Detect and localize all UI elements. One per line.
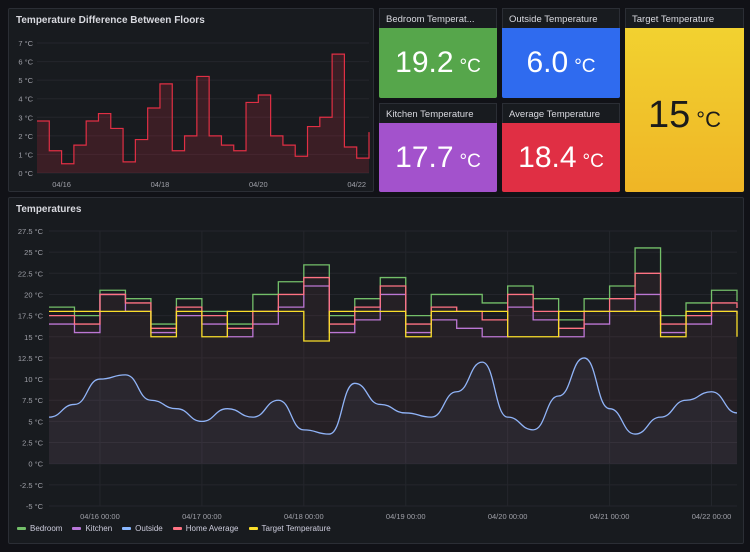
diff-y-tick-label: 4 °C (18, 95, 33, 104)
outside-stat-titlebar: Outside Temperature (502, 8, 620, 28)
kitchen-stat-panel[interactable]: Kitchen Temperature 17.7 °C (379, 103, 497, 192)
outside-stat-value-row: 6.0 °C (502, 46, 620, 80)
kitchen-stat-title: Kitchen Temperature (386, 109, 474, 120)
temps-area (49, 357, 737, 464)
temps-y-tick-label: 25 °C (24, 248, 43, 257)
diff-panel-title: Temperature Difference Between Floors (16, 15, 205, 26)
legend-label: Kitchen (85, 524, 113, 533)
legend-label: Outside (135, 524, 163, 533)
temperatures-panel[interactable]: Temperatures 27.5 °C 25 °C 22.5 °C 20 °C 17.… (8, 197, 744, 544)
bedroom-stat-value: 19.2 (395, 46, 454, 79)
outside-stat-panel[interactable]: Outside Temperature 6.0 °C (502, 8, 620, 98)
temps-y-tick-label: 5 °C (28, 417, 43, 426)
bedroom-stat-panel[interactable]: Bedroom Temperat... 19.2 °C (379, 8, 497, 98)
legend-item-kitchen[interactable]: Kitchen (72, 524, 112, 533)
diff-area (37, 54, 369, 174)
outside-stat-value: 6.0 (526, 46, 569, 79)
temps-y-tick-label: 15 °C (24, 333, 43, 342)
legend-swatch (248, 527, 258, 530)
diff-x-tick-label: 04/16 (52, 180, 71, 189)
diff-x-tick-label: 04/18 (151, 180, 170, 189)
legend-item-bedroom[interactable]: Bedroom (17, 524, 62, 533)
average-stat-titlebar: Average Temperature (502, 103, 620, 123)
legend-item-home-average[interactable]: Home Average (172, 524, 239, 533)
bedroom-stat-unit: °C (459, 56, 481, 77)
outside-stat-unit: °C (574, 56, 596, 77)
diff-chart[interactable]: 7 °C 6 °C 5 °C 4 °C 3 °C 2 °C 1 °C 0 °C 04/16 04/… (9, 9, 375, 193)
kitchen-stat-value-row: 17.7 °C (379, 141, 497, 175)
legend-label: Target Temperature (261, 524, 331, 533)
bedroom-stat-titlebar: Bedroom Temperat... (379, 8, 497, 28)
diff-y-tick-label: 3 °C (18, 113, 33, 122)
legend-item-outside[interactable]: Outside (122, 524, 163, 533)
legend-swatch (122, 527, 132, 530)
target-stat-panel[interactable]: Target Temperature 15 °C (625, 8, 744, 192)
temps-y-tick-label: -2.5 °C (20, 481, 44, 490)
temps-y-tick-label: 12.5 °C (18, 354, 44, 363)
temps-y-tick-label: -5 °C (26, 502, 44, 511)
diff-y-tick-label: 6 °C (18, 58, 33, 67)
target-stat-title: Target Temperature (632, 14, 715, 25)
temperatures-legend: Bedroom Kitchen Outside Home Average Tar… (17, 524, 331, 533)
legend-swatch (172, 527, 182, 530)
target-stat-value: 15 (648, 94, 691, 136)
bedroom-stat-title: Bedroom Temperat... (386, 14, 475, 25)
kitchen-stat-titlebar: Kitchen Temperature (379, 103, 497, 123)
target-stat-titlebar: Target Temperature (625, 8, 744, 28)
temps-y-tick-label: 20 °C (24, 290, 43, 299)
diff-x-tick-label: 04/20 (249, 180, 268, 189)
target-stat-value-row: 15 °C (625, 94, 744, 137)
average-stat-title: Average Temperature (509, 109, 601, 120)
temps-series-line (49, 310, 738, 342)
average-stat-value: 18.4 (518, 141, 577, 174)
diff-y-tick-label: 2 °C (18, 132, 33, 141)
outside-stat-title: Outside Temperature (509, 14, 598, 25)
temperatures-chart[interactable]: 27.5 °C 25 °C 22.5 °C 20 °C 17.5 °C 15 °C 12.5… (9, 198, 745, 545)
temps-y-tick-label: 17.5 °C (18, 312, 44, 321)
average-stat-value-row: 18.4 °C (502, 141, 620, 175)
bedroom-stat-value-row: 19.2 °C (379, 46, 497, 80)
temperatures-panel-title: Temperatures (16, 204, 82, 215)
temps-x-tick-label: 04/21 00:00 (590, 512, 630, 521)
temps-y-tick-label: 0 °C (28, 460, 43, 469)
temps-y-tick-label: 22.5 °C (18, 269, 44, 278)
temps-x-tick-label: 04/16 00:00 (80, 512, 120, 521)
diff-panel[interactable]: Temperature Difference Between Floors 7 … (8, 8, 374, 192)
kitchen-stat-value: 17.7 (395, 141, 454, 174)
legend-label: Home Average (185, 524, 239, 533)
temps-y-tick-label: 7.5 °C (22, 396, 44, 405)
temps-y-tick-label: 10 °C (24, 375, 43, 384)
legend-label: Bedroom (30, 524, 63, 533)
diff-y-tick-label: 5 °C (18, 76, 33, 85)
diff-series-line (37, 53, 370, 165)
temps-x-tick-label: 04/17 00:00 (182, 512, 222, 521)
temps-x-tick-label: 04/20 00:00 (488, 512, 528, 521)
kitchen-stat-unit: °C (459, 151, 481, 172)
temps-y-tick-label: 2.5 °C (22, 439, 44, 448)
temps-series-line (48, 357, 738, 435)
legend-swatch (17, 527, 26, 530)
legend-swatch (72, 527, 82, 530)
temps-x-tick-label: 04/19 00:00 (386, 512, 426, 521)
temps-area (49, 273, 737, 464)
diff-y-tick-label: 7 °C (18, 39, 33, 48)
diff-y-tick-label: 1 °C (18, 150, 33, 159)
temps-x-tick-label: 04/18 00:00 (284, 512, 324, 521)
temps-x-tick-label: 04/22 00:00 (692, 512, 732, 521)
diff-x-tick-label: 04/22 (347, 180, 366, 189)
target-stat-unit: °C (696, 107, 721, 132)
legend-item-target[interactable]: Target Temperature (248, 524, 331, 533)
diff-y-tick-label: 0 °C (18, 169, 33, 178)
temps-y-tick-label: 27.5 °C (18, 227, 44, 236)
average-stat-unit: °C (582, 151, 604, 172)
average-stat-panel[interactable]: Average Temperature 18.4 °C (502, 103, 620, 192)
